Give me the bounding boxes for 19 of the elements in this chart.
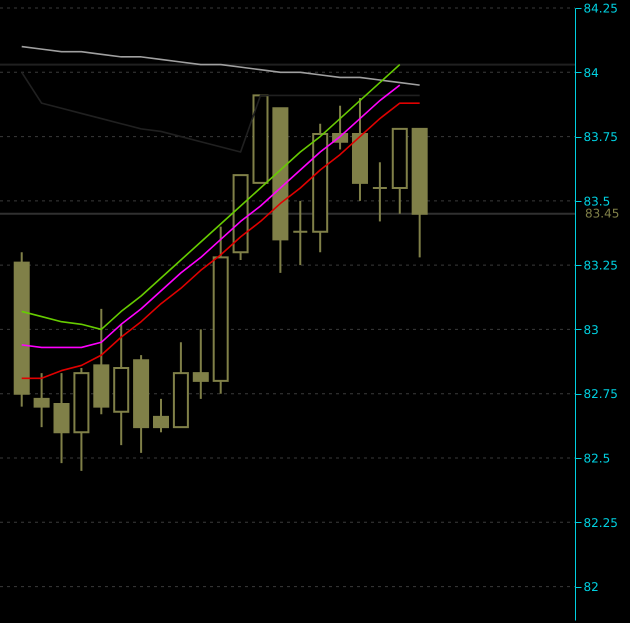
y-tick-label: 82 (584, 580, 599, 594)
y-tick-label: 83.5 (584, 194, 610, 208)
candlestick (153, 398, 169, 434)
line-series (20, 102, 420, 380)
candlestick (192, 328, 209, 400)
y-tick-label: 82.25 (584, 516, 618, 530)
candlestick (372, 161, 388, 222)
y-tick-label: 82.5 (584, 452, 610, 466)
ref-line-label: 83.45 (585, 206, 620, 221)
y-tick-label: 82.75 (584, 387, 618, 402)
candlestick (292, 200, 308, 266)
y-tick-label: 84 (584, 66, 599, 80)
y-tick-label: 83.25 (584, 258, 618, 273)
line-series (20, 71, 420, 153)
y-tick-label: 83.75 (584, 130, 618, 144)
y-tick-label: 84.25 (584, 2, 618, 16)
candlestick (34, 372, 50, 428)
y-tick-label: 83 (584, 322, 599, 337)
line-series (20, 46, 420, 86)
